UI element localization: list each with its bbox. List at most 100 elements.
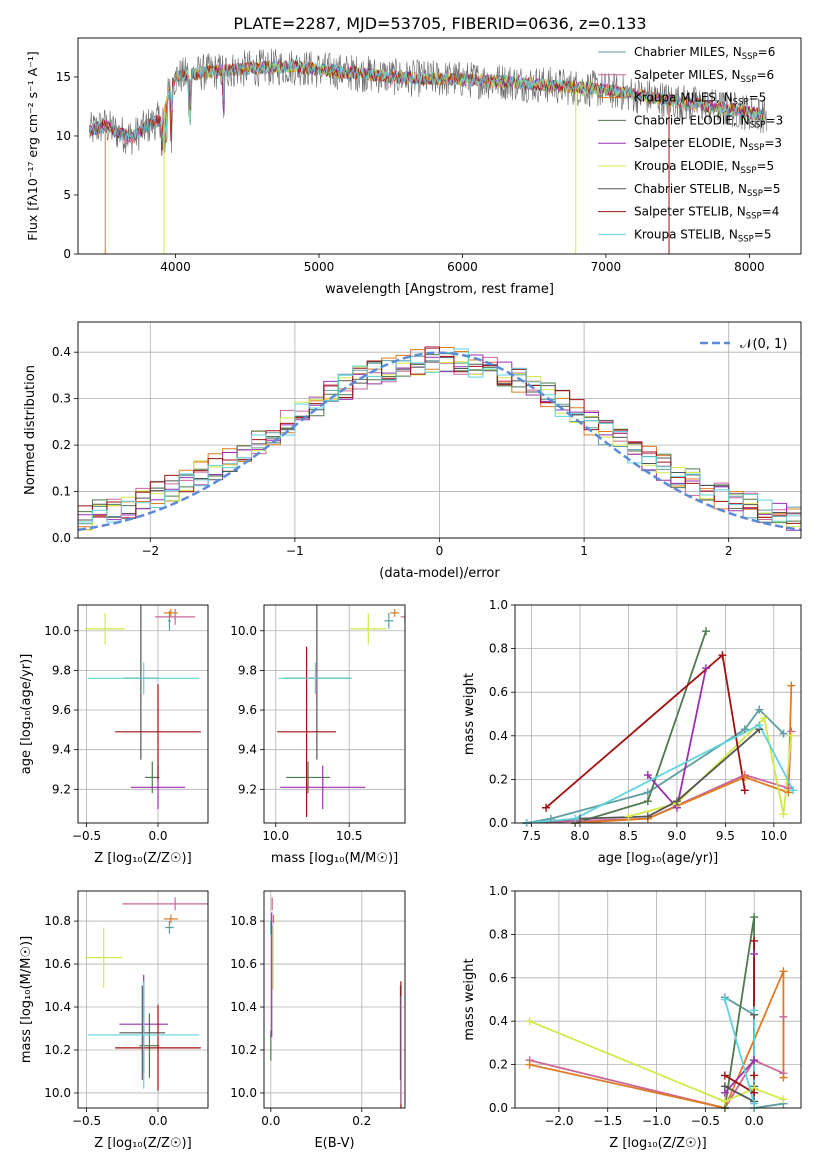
legend-label: Chabrier ELODIE, NSSP=3 [634,113,783,130]
x-tick-label: 0.0 [261,1114,280,1128]
weight-marker [755,720,764,729]
weight-marker [750,913,759,922]
y-tick-label: 0.8 [489,642,508,656]
x-axis-label: (data-model)/error [379,566,500,581]
x-tick-label: −1.0 [642,1114,671,1128]
legend-label: Kroupa ELODIE, NSSP=5 [634,159,774,176]
y-tick-label: 9.8 [52,663,71,677]
y-tick-label: 1.0 [489,598,508,612]
y-tick-label: 10.2 [44,1043,71,1057]
y-tick-label: 0.6 [489,971,508,985]
axes-frame [77,321,802,539]
y-tick-label: 0.0 [489,816,508,830]
histogram-series-step [78,348,801,538]
y-tick-label: 0.0 [489,1101,508,1115]
weight-series-line [526,731,793,823]
y-axis-label: age [log₁₀(age/yr)] [19,654,34,775]
weight-marker [750,1088,759,1097]
plot-area-Z-age [85,605,201,810]
panel-age-weight: 7.5 8.0 8.5 9.0 9.5 10.0 0.0 0.2 0.4 0.6 0.8 1.0 age… [462,598,802,866]
y-tick-label: 10.4 [230,1000,257,1014]
weight-series-line [529,1020,784,1103]
x-tick-label: 5000 [304,260,335,274]
weight-marker [624,812,633,821]
axes-frame [263,890,406,1109]
axes-frame [77,604,209,824]
weight-marker [643,797,652,806]
panel-ebv-mass: 0.0 0.2 10.0 10.2 10.4 10.6 10.8 E(B-V) [230,890,406,1151]
y-axis-label: mass weight [462,673,477,755]
x-tick-label: 6000 [447,260,478,274]
y-tick-label: 9.2 [238,782,257,796]
y-tick-label: 10.2 [230,1043,257,1057]
weight-marker [789,786,798,795]
plot-area-residuals [78,346,801,538]
x-tick-label: 7.5 [522,829,541,843]
x-tick-label: 0 [436,544,444,558]
plot-area-spectrum [89,48,767,254]
weight-marker [546,814,555,823]
spectrum-series-line [89,60,764,154]
weight-marker [750,949,759,958]
x-axis-label: E(B-V) [314,1136,354,1151]
weight-series-line [526,708,785,823]
axes-frame [77,890,209,1109]
y-tick-label: 0.4 [489,1014,508,1028]
y-tick-label: 15 [56,70,71,84]
panel-Z-age: −0.5 0.0 9.2 9.4 9.6 9.8 10.0 Z [log₁₀(Z/Z☉)] ag… [19,604,209,866]
y-tick-label: 1.0 [489,884,508,898]
y-axis-label: Normed distribution [23,365,38,495]
legend-label: Kroupa STELIB, NSSP=5 [634,227,772,244]
figure-title: PLATE=2287, MJD=53705, FIBERID=0636, z=0… [233,14,646,33]
panel-Z-mass: −0.5 0.0 10.0 10.2 10.4 10.6 10.8 Z [log₁₀(Z/Z☉… [19,890,209,1151]
x-tick-label: 7000 [591,260,622,274]
weight-marker [740,786,749,795]
x-tick-label: 0.0 [148,829,167,843]
weight-marker [720,1097,729,1106]
y-tick-label: 0.2 [489,772,508,786]
weight-marker [779,729,788,738]
weight-marker [701,664,710,673]
y-tick-label: 0.2 [489,1058,508,1072]
y-axis-label: mass weight [462,958,477,1040]
x-tick-label: 10.0 [262,829,289,843]
x-tick-label: −0.5 [72,829,101,843]
y-tick-label: 5 [63,188,71,202]
weight-marker [643,771,652,780]
plot-area-Z-mass [85,897,208,1091]
x-axis-label: mass [log₁₀(M/M☉)] [271,851,398,866]
y-tick-label: 10.0 [230,624,257,638]
y-tick-label: 9.2 [52,782,71,796]
weight-marker [779,1012,788,1021]
x-tick-label: 8.0 [570,829,589,843]
y-tick-label: 10.8 [44,914,71,928]
weight-marker [750,1099,759,1108]
y-tick-label: 10.0 [230,1086,257,1100]
y-tick-label: 0 [63,247,71,261]
weight-marker [755,705,764,714]
plot-area-ebv-mass [270,897,402,1108]
y-tick-label: 0.4 [489,729,508,743]
weight-marker [701,627,710,636]
x-axis-label: Z [log₁₀(Z/Z☉)] [94,1136,191,1151]
y-tick-label: 9.8 [238,663,257,677]
weight-marker [720,1082,729,1091]
plot-area-age-weight [526,630,794,823]
x-tick-label: −1.5 [593,1114,622,1128]
y-tick-label: 10 [56,129,71,143]
x-tick-label: 9.0 [667,829,686,843]
y-tick-label: 10.0 [44,624,71,638]
y-tick-label: 10.0 [44,1086,71,1100]
weight-marker [760,714,769,723]
weight-marker [750,1056,759,1065]
y-tick-label: 0.1 [52,485,71,499]
weight-marker [643,788,652,797]
weight-marker [542,803,551,812]
axes-frame [77,37,802,255]
x-axis-label: Z [log₁₀(Z/Z☉)] [94,851,191,866]
weight-series-line [628,716,793,818]
legend-label: Kroupa MILES, NSSP=5 [634,91,766,108]
weight-marker [784,788,793,797]
normal-reference-curve [78,351,801,532]
x-tick-label: 0.2 [352,1114,371,1128]
